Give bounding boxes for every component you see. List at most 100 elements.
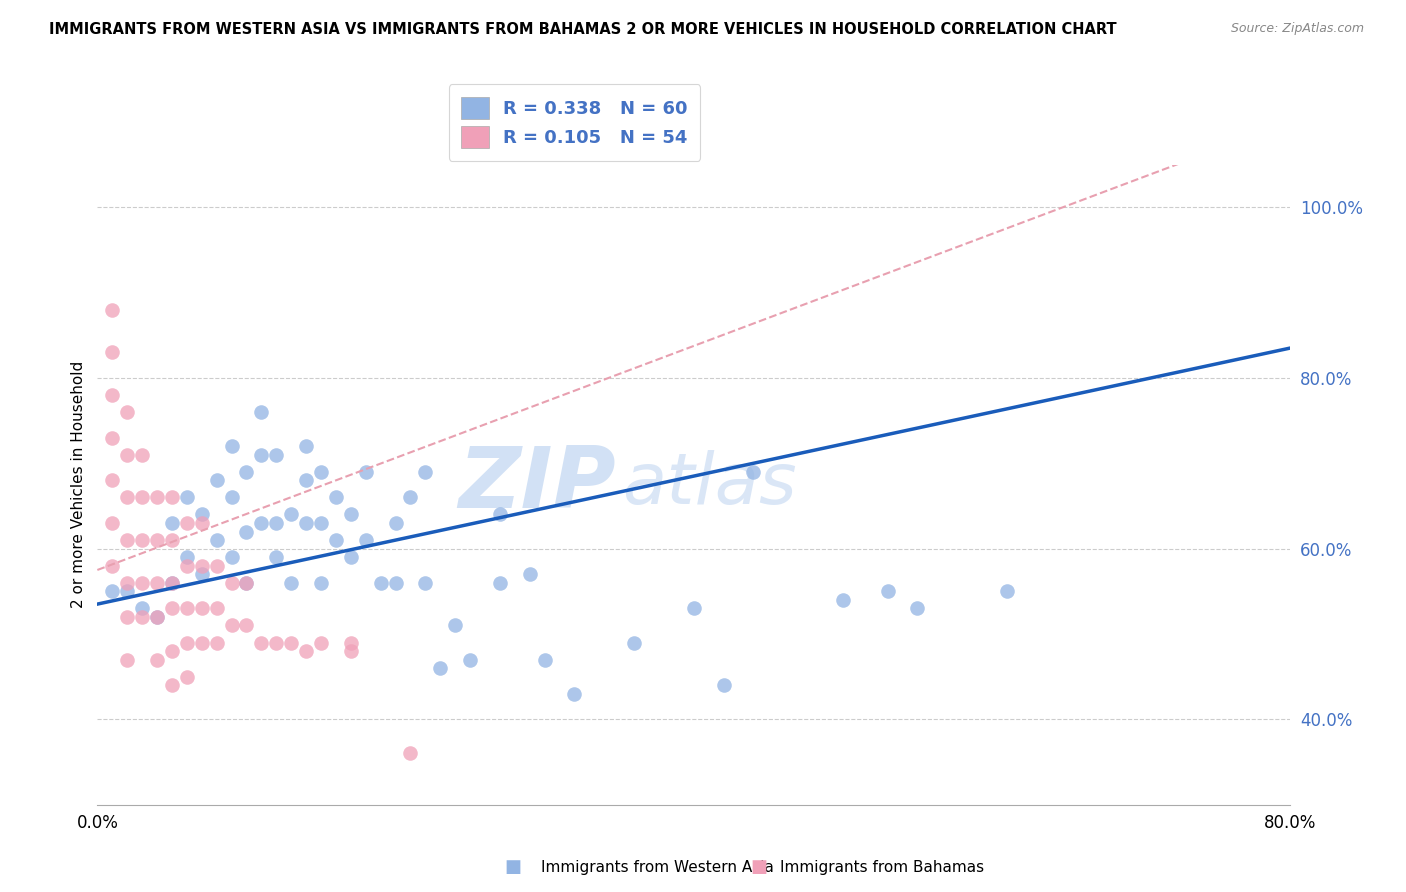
Point xyxy=(250,405,273,419)
Point xyxy=(205,533,228,547)
Point xyxy=(235,575,257,590)
Point xyxy=(101,302,124,317)
Text: Immigrants from Western Asia: Immigrants from Western Asia xyxy=(541,860,775,874)
Legend: R = 0.338   N = 60, R = 0.105   N = 54: R = 0.338 N = 60, R = 0.105 N = 54 xyxy=(449,84,700,161)
Point xyxy=(742,465,765,479)
Point xyxy=(415,465,437,479)
Point xyxy=(160,678,183,692)
Point xyxy=(340,550,363,565)
Point xyxy=(190,601,212,615)
Point xyxy=(458,652,481,666)
Point xyxy=(205,558,228,573)
Point xyxy=(115,575,138,590)
Point xyxy=(101,431,124,445)
Point xyxy=(264,448,287,462)
Point xyxy=(264,550,287,565)
Point xyxy=(533,652,555,666)
Point xyxy=(295,474,318,488)
Text: Source: ZipAtlas.com: Source: ZipAtlas.com xyxy=(1230,22,1364,36)
Point xyxy=(115,533,138,547)
Point xyxy=(682,601,704,615)
Point xyxy=(340,635,363,649)
Point xyxy=(221,575,243,590)
Point xyxy=(489,508,512,522)
Point xyxy=(115,584,138,599)
Y-axis label: 2 or more Vehicles in Household: 2 or more Vehicles in Household xyxy=(72,361,86,608)
Point xyxy=(190,508,212,522)
Point xyxy=(146,652,169,666)
Point xyxy=(146,533,169,547)
Point xyxy=(176,670,198,684)
Point xyxy=(325,491,347,505)
Point xyxy=(176,635,198,649)
Point xyxy=(115,448,138,462)
Text: atlas: atlas xyxy=(623,450,797,519)
Point xyxy=(370,575,392,590)
Point xyxy=(176,516,198,530)
Point xyxy=(295,516,318,530)
Point xyxy=(160,644,183,658)
Point xyxy=(354,465,377,479)
Point xyxy=(221,439,243,453)
Point xyxy=(295,439,318,453)
Point xyxy=(384,575,406,590)
Point xyxy=(131,601,153,615)
Point xyxy=(429,661,451,675)
Point xyxy=(146,610,169,624)
Point xyxy=(309,635,332,649)
Point xyxy=(101,584,124,599)
Point xyxy=(115,610,138,624)
Point xyxy=(325,533,347,547)
Point xyxy=(131,491,153,505)
Point xyxy=(876,584,898,599)
Point xyxy=(280,635,302,649)
Point xyxy=(190,567,212,582)
Text: ZIP: ZIP xyxy=(458,443,616,526)
Point xyxy=(160,491,183,505)
Point xyxy=(101,388,124,402)
Point xyxy=(309,465,332,479)
Point xyxy=(131,575,153,590)
Point xyxy=(399,747,422,761)
Point xyxy=(309,516,332,530)
Point xyxy=(146,610,169,624)
Point xyxy=(995,584,1018,599)
Point xyxy=(340,644,363,658)
Point xyxy=(415,575,437,590)
Point xyxy=(250,516,273,530)
Point xyxy=(146,575,169,590)
Point xyxy=(354,533,377,547)
Point xyxy=(176,491,198,505)
Point xyxy=(221,491,243,505)
Point xyxy=(205,635,228,649)
Point xyxy=(101,345,124,359)
Point xyxy=(190,635,212,649)
Text: IMMIGRANTS FROM WESTERN ASIA VS IMMIGRANTS FROM BAHAMAS 2 OR MORE VEHICLES IN HO: IMMIGRANTS FROM WESTERN ASIA VS IMMIGRAN… xyxy=(49,22,1116,37)
Point xyxy=(235,524,257,539)
Point xyxy=(235,465,257,479)
Point xyxy=(101,516,124,530)
Point xyxy=(221,618,243,632)
Point xyxy=(115,652,138,666)
Point xyxy=(190,558,212,573)
Point xyxy=(160,575,183,590)
Point xyxy=(190,516,212,530)
Point xyxy=(623,635,645,649)
Point xyxy=(146,491,169,505)
Point xyxy=(295,644,318,658)
Text: ■: ■ xyxy=(751,858,768,876)
Text: Immigrants from Bahamas: Immigrants from Bahamas xyxy=(780,860,984,874)
Point xyxy=(340,508,363,522)
Point xyxy=(519,567,541,582)
Point xyxy=(176,601,198,615)
Point xyxy=(444,618,467,632)
Point xyxy=(131,448,153,462)
Point xyxy=(280,575,302,590)
Point xyxy=(115,491,138,505)
Point xyxy=(131,533,153,547)
Point xyxy=(101,474,124,488)
Point xyxy=(713,678,735,692)
Point xyxy=(309,575,332,590)
Point xyxy=(205,601,228,615)
Point xyxy=(264,635,287,649)
